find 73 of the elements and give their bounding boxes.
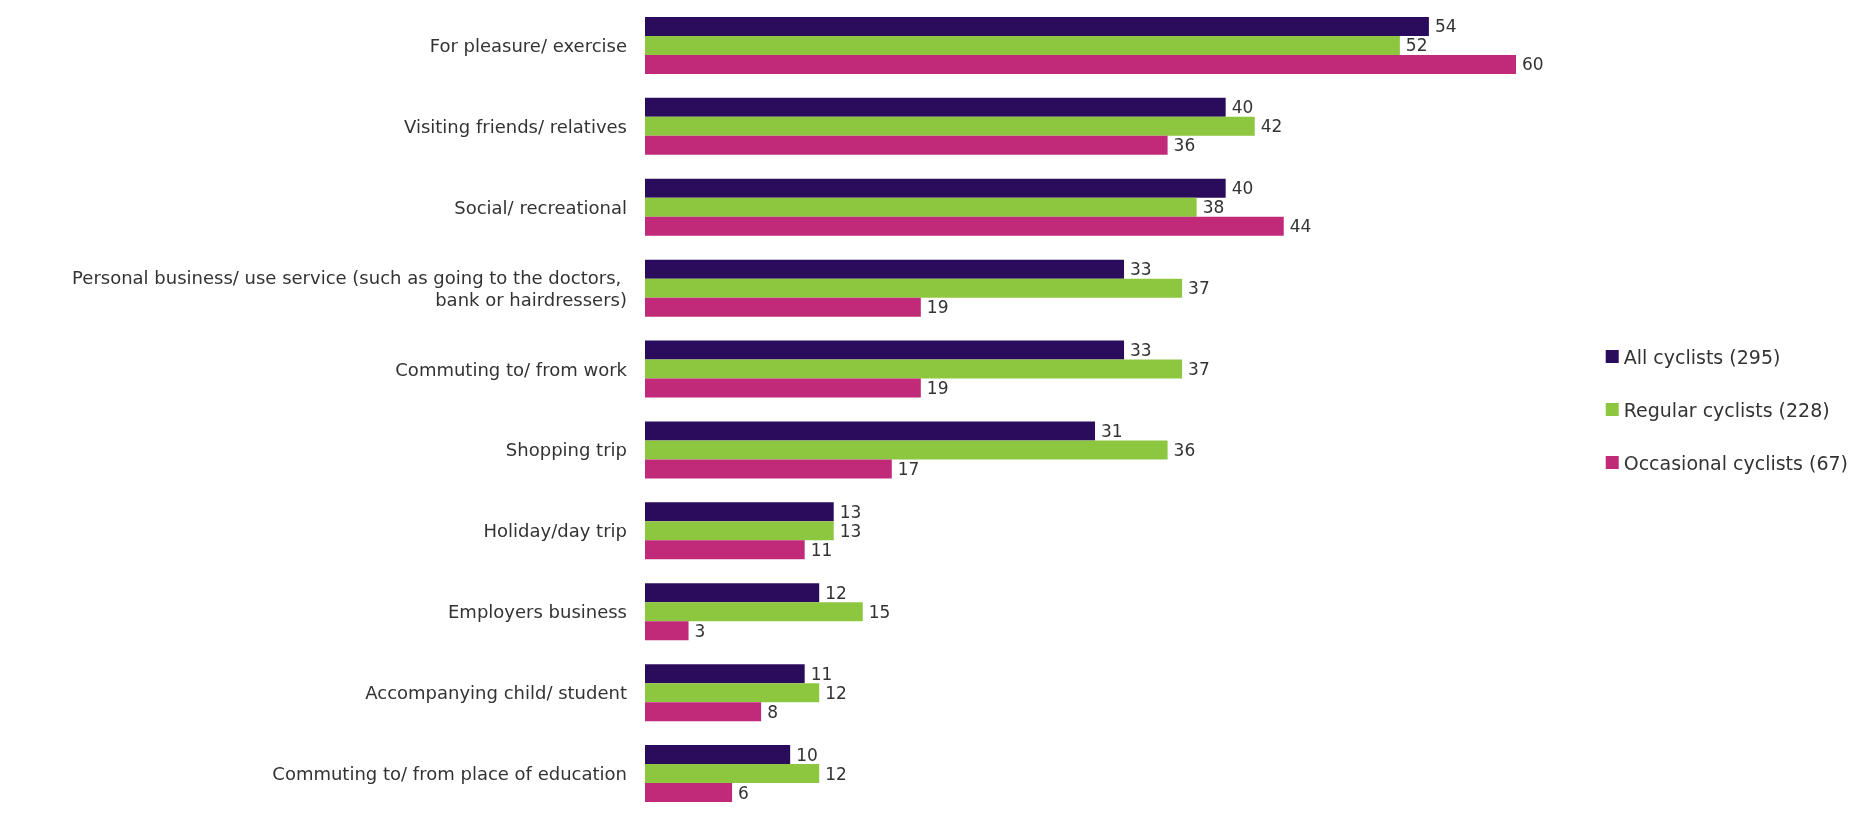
data-label: 60: [1522, 54, 1544, 75]
data-label: 36: [1173, 135, 1196, 156]
y-tick-label: Accompanying child/ student: [365, 682, 627, 704]
bar: [645, 54, 1516, 74]
bar: [645, 178, 1226, 198]
data-label: 10: [796, 744, 818, 765]
bar: [645, 278, 1183, 298]
data-label: 33: [1130, 340, 1152, 361]
bar: [645, 197, 1197, 217]
data-label: 44: [1289, 216, 1312, 237]
bar: [645, 378, 921, 398]
bar: [645, 340, 1125, 360]
data-label: 40: [1231, 178, 1254, 199]
bar: [645, 521, 834, 541]
bar: [645, 359, 1183, 379]
bar: [645, 440, 1168, 460]
bar: [645, 259, 1125, 279]
data-label: 52: [1405, 35, 1428, 56]
y-tick-label: Commuting to/ from work: [395, 358, 628, 380]
data-label: 15: [868, 601, 891, 622]
y-tick-label: Employers business: [447, 601, 627, 623]
data-label: 19: [926, 378, 949, 399]
data-label: 13: [839, 520, 862, 541]
legend-label: All cyclists (295): [1623, 345, 1781, 368]
bar: [645, 702, 762, 722]
bar: [645, 421, 1096, 441]
bar: [645, 216, 1284, 236]
data-label: 42: [1260, 116, 1283, 137]
y-tick-label: Commuting to/ from place of education: [272, 763, 627, 785]
bar: [645, 135, 1168, 155]
bar: [645, 16, 1429, 36]
bar: [645, 602, 863, 622]
bar: [645, 459, 892, 479]
data-label: 33: [1130, 259, 1152, 280]
data-label: 36: [1173, 439, 1196, 460]
data-label: 8: [767, 701, 778, 722]
bar: [645, 664, 805, 684]
bar: [645, 97, 1226, 117]
data-label: 3: [694, 620, 706, 641]
data-label: 37: [1188, 278, 1210, 299]
legend-label: Regular cyclists (228): [1623, 398, 1830, 421]
data-label: 19: [926, 297, 949, 318]
bar: [645, 683, 820, 703]
y-tick-label: Holiday/day trip: [483, 520, 627, 542]
bar: [645, 35, 1400, 55]
data-label: 40: [1231, 97, 1254, 118]
data-label: 12: [825, 582, 847, 603]
data-label: 38: [1202, 197, 1225, 218]
bar: [645, 745, 791, 765]
bar: [645, 583, 820, 603]
data-label: 6: [738, 782, 749, 803]
bar: [645, 502, 834, 522]
data-label: 17: [897, 458, 920, 479]
data-label: 13: [839, 501, 862, 522]
bar: [645, 621, 689, 641]
y-tick-label: For pleasure/ exercise: [429, 34, 627, 56]
y-tick-label: Social/ recreational: [454, 196, 627, 218]
bar: [645, 764, 820, 784]
y-tick-label: Shopping trip: [505, 439, 627, 461]
bar: [645, 540, 805, 560]
data-label: 11: [810, 539, 833, 560]
data-label: 31: [1101, 420, 1123, 441]
bar: [645, 297, 921, 317]
bar: [645, 783, 733, 803]
data-label: 54: [1434, 16, 1457, 37]
data-label: 37: [1188, 359, 1210, 380]
legend-label: Occasional cyclists (67): [1623, 451, 1848, 474]
y-tick-label: Visiting friends/ relatives: [404, 115, 627, 137]
y-tick-label: Personal business/ use service (such as going to the doctors, bank or hairdressers): [72, 266, 627, 310]
data-label: 11: [810, 663, 833, 684]
data-label: 12: [825, 682, 847, 703]
bar: [645, 116, 1255, 136]
data-label: 12: [825, 763, 847, 784]
